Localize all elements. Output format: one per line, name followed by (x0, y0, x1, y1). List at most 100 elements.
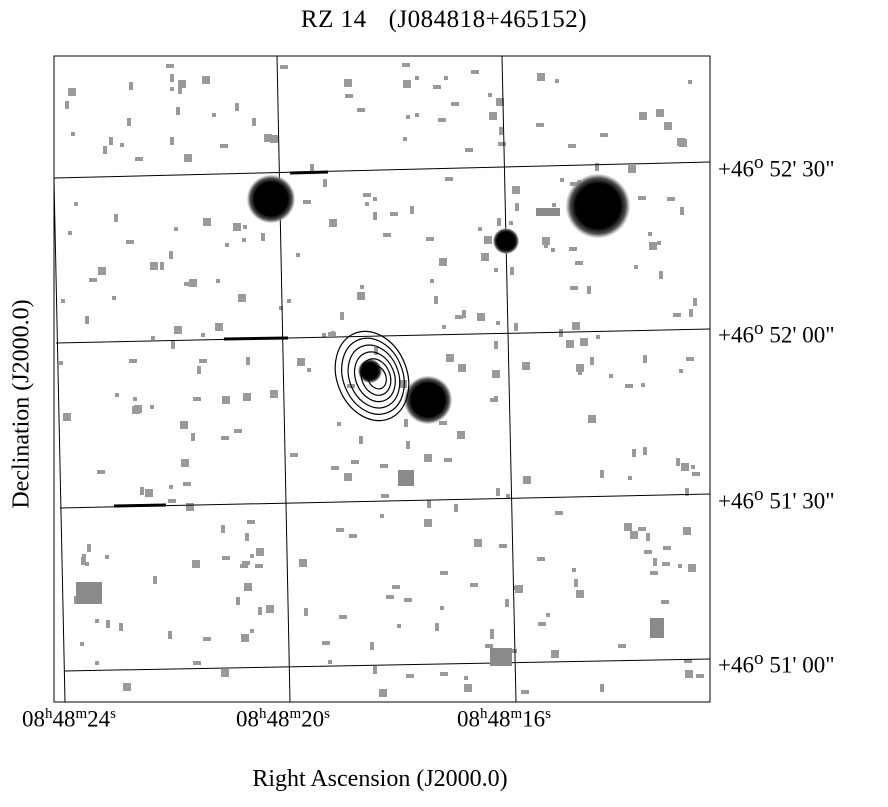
dec-tick-label: +46o 51' 30" (718, 484, 835, 514)
noise-pixel (693, 298, 697, 306)
noise-pixel (680, 207, 684, 215)
noise-pixel (244, 583, 252, 591)
noise-pixel (365, 202, 369, 206)
noise-pixel (133, 397, 137, 401)
noise-pixel (203, 637, 211, 641)
noise-pixel (329, 219, 337, 227)
noise-pixel (191, 433, 195, 441)
noise-pixel (119, 623, 123, 631)
noise-pixel (98, 267, 106, 275)
noise-pixel (349, 534, 357, 538)
noise-pixel (216, 279, 220, 283)
source-star-2 (566, 174, 630, 238)
dec-gridline-1 (53, 161, 711, 179)
ra-tick-label: 08h48m16s (457, 706, 552, 732)
noise-pixel (399, 380, 407, 388)
noise-pixel (515, 203, 519, 211)
noise-pixel (555, 511, 563, 515)
noise-pixel (71, 132, 75, 136)
noise-pixel (225, 243, 229, 247)
noise-pixel (684, 659, 692, 663)
noise-pixel (404, 419, 408, 427)
noise-pixel (374, 347, 378, 355)
dec-gridline-2 (55, 328, 711, 344)
noise-pixel (688, 80, 692, 84)
noise-pixel (634, 265, 638, 269)
noise-pixel (402, 63, 410, 67)
noise-pixel (465, 148, 473, 152)
radio-contours (334, 330, 410, 422)
noise-pixel (485, 644, 493, 648)
noise-pixel (168, 631, 172, 639)
noise-pixel (150, 405, 154, 409)
noise-pixel (600, 684, 604, 692)
noise-pixel (692, 472, 700, 476)
noise-pixel (336, 528, 344, 532)
noise-pixel (184, 282, 192, 286)
noise-pixel (595, 163, 599, 171)
noise-pixel (261, 233, 265, 241)
noise-pixel (235, 103, 239, 111)
noise-pixel (287, 299, 291, 303)
noise-pixel (646, 533, 650, 541)
noise-pixel (340, 312, 344, 320)
noise-pixel (551, 650, 559, 658)
noise-pixel (153, 576, 157, 584)
noise-pixel (572, 322, 580, 330)
noise-pixel (455, 315, 463, 319)
noise-pixel (243, 225, 247, 229)
noise-pixel (322, 641, 330, 645)
noise-pixel (184, 154, 192, 162)
noise-pixel (186, 503, 194, 511)
noise-pixel (181, 459, 189, 467)
noise-pixel (497, 218, 501, 226)
noise-pixel (523, 476, 531, 484)
ra-gridline-1 (53, 179, 66, 703)
contour-level (366, 365, 387, 390)
noise-pixel (258, 607, 262, 615)
noise-pixel (628, 165, 636, 173)
source-star-4 (404, 376, 452, 424)
noise-pixel (115, 393, 119, 397)
noise-pixel (641, 383, 645, 387)
noise-pixel (328, 660, 332, 664)
noise-pixel (123, 683, 131, 691)
noise-pixel (691, 465, 695, 469)
noise-pixel (266, 605, 274, 613)
noise-pixel (357, 292, 365, 300)
noise-pixel (572, 568, 576, 572)
noise-pixel (212, 113, 216, 117)
noise-pixel (406, 115, 410, 119)
noise-pixel (506, 494, 510, 498)
noise-pixel (656, 109, 664, 117)
noise-pixel (370, 642, 374, 650)
noise-pixel (424, 454, 432, 462)
noise-pixel (664, 122, 672, 130)
object-designation: (J084818+465152) (388, 6, 588, 33)
noise-pixel (661, 600, 669, 604)
noise-pixel (569, 247, 577, 251)
noise-pixel (464, 676, 468, 680)
noise-pixel (538, 622, 546, 626)
noise-pixel (174, 326, 182, 334)
noise-pixel (242, 238, 246, 242)
ra-gridline-2 (276, 55, 291, 703)
contour-level (360, 358, 392, 396)
noise-pixel (250, 629, 254, 633)
noise-pixel (126, 240, 134, 244)
noise-pixel (681, 463, 689, 471)
noise-pixel (588, 415, 596, 423)
noise-pixel (696, 674, 704, 678)
noise-pixel (650, 571, 658, 575)
noise-pixel (580, 338, 588, 346)
noise-pixel (451, 102, 459, 106)
noise-pixel (406, 674, 414, 678)
noise-pixel (120, 143, 124, 147)
noise-pixel (574, 579, 578, 587)
noise-pixel (644, 550, 652, 554)
noise-pixel (625, 384, 633, 388)
noise-pixel (178, 80, 186, 88)
noise-pixel (145, 489, 153, 497)
noise-pixel (169, 485, 173, 489)
noise-pixel (106, 620, 110, 628)
